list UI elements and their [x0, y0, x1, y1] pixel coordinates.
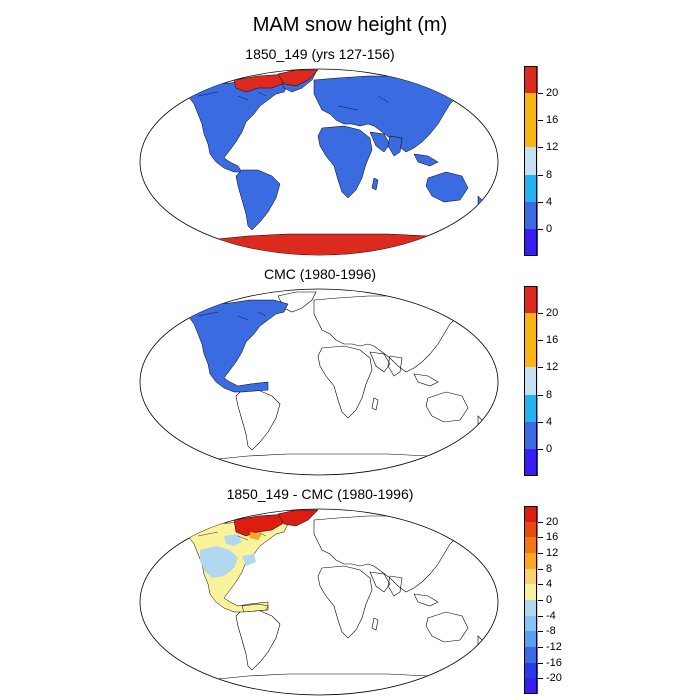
panel-title-obs: CMC (1980-1996) [263, 266, 377, 282]
colorbar-tick-label: -20 [546, 672, 562, 685]
colorbar-tick [538, 600, 543, 601]
colorbar-tick-label: 16 [546, 334, 559, 347]
colorbar-tick [538, 631, 543, 633]
colorbar-tick-label: 0 [546, 594, 553, 606]
colorbar-tick [538, 647, 543, 648]
colorbar-tick-label: 12 [546, 547, 559, 559]
map-diff-snow-height [139, 508, 499, 696]
colorbar-segment [524, 421, 538, 450]
colorbar-tick-label: 4 [546, 415, 553, 428]
colorbar-segment [524, 631, 538, 648]
colorbar-tick-label: -8 [546, 625, 556, 638]
colorbar-tick-label: 4 [546, 195, 553, 208]
colorbar-tick [538, 228, 543, 230]
colorbar-segment [524, 647, 538, 664]
colorbar-tick-label: 8 [546, 168, 553, 181]
colorbar-tick [538, 147, 543, 149]
colorbar-tick-label: 20 [546, 515, 559, 528]
colorbar-segment [524, 568, 538, 585]
colorbar-tick-label: 4 [546, 578, 553, 591]
colorbar-frame [524, 506, 537, 694]
colorbar-segment [524, 201, 538, 230]
colorbar-segment [524, 553, 538, 570]
colorbar-tick [538, 678, 543, 680]
colorbar-tick-label: 20 [546, 87, 559, 100]
colorbar-tick [538, 340, 543, 342]
colorbar-segment [524, 313, 538, 341]
map-obs-snow-height [139, 288, 499, 476]
colorbar-tick-label: 0 [546, 222, 553, 235]
colorbar-tick [538, 615, 543, 617]
colorbar-tick [538, 421, 543, 423]
colorbar-segment [524, 600, 538, 617]
colorbar-segment [524, 120, 538, 148]
colorbar-segment [524, 394, 538, 423]
colorbar-tick-label: 20 [546, 307, 559, 320]
land-snow-fill [187, 71, 485, 231]
colorbar-obs: 20 16 12 8 4 0 [524, 286, 558, 477]
colorbar-tick [538, 201, 543, 203]
map-model-snow-height [139, 68, 499, 256]
colorbar-segment [524, 537, 538, 554]
colorbar-tick [538, 394, 543, 396]
colorbar-segment [524, 228, 538, 257]
panel-title-diff: 1850_149 - CMC (1980-1996) [226, 486, 414, 502]
colorbar-tick-label: 0 [546, 442, 553, 455]
colorbar-segment [524, 93, 538, 121]
colorbar-tick [538, 93, 543, 95]
colorbar-segment [524, 662, 538, 679]
colorbar-model: 20 16 12 8 4 0 [524, 66, 558, 257]
colorbar-segment [524, 584, 538, 601]
colorbar-segment [524, 367, 538, 396]
panel-title-model: 1850_149 (yrs 127-156) [245, 46, 395, 62]
colorbar-tick [538, 568, 543, 570]
main-title: MAM snow height (m) [252, 14, 448, 36]
colorbar-tick [538, 521, 543, 523]
colorbar-segment [524, 286, 538, 314]
colorbar-tick-label: 16 [546, 114, 559, 127]
colorbar-tick [538, 174, 543, 176]
colorbar-tick-label: 8 [546, 388, 553, 401]
colorbar-tick [538, 448, 543, 450]
land-snow-fill [187, 299, 289, 393]
colorbar-tick-label: 12 [546, 141, 559, 154]
colorbar-tick [538, 584, 543, 586]
colorbar-segment [524, 506, 538, 523]
colorbar-tick-label: 8 [546, 562, 553, 575]
colorbar-tick-label: -4 [546, 609, 556, 622]
colorbar-segment [524, 147, 538, 176]
colorbar-segment [524, 521, 538, 538]
colorbar-tick [538, 537, 543, 539]
colorbar-diff: 20 16 12 8 4 0 -4 -8 -12 -16 -20 [524, 506, 562, 695]
colorbar-segment [524, 66, 538, 94]
colorbar-segment [524, 448, 538, 477]
colorbar-tick [538, 367, 543, 369]
colorbar-tick [538, 313, 543, 315]
colorbar-tick [538, 120, 543, 122]
colorbar-frame [524, 286, 537, 476]
colorbar-tick-label: -16 [546, 656, 562, 669]
colorbar-tick [538, 553, 543, 554]
colorbar-tick-label: 12 [546, 361, 559, 374]
colorbar-segment [524, 340, 538, 368]
colorbar-segment [524, 174, 538, 203]
colorbar-frame [524, 66, 537, 256]
difference-fill [187, 509, 319, 613]
colorbar-segment [524, 678, 538, 695]
colorbar-segment [524, 615, 538, 632]
colorbar-tick [538, 662, 543, 664]
colorbar-tick-label: -12 [546, 641, 562, 653]
colorbar-tick-label: 16 [546, 531, 559, 544]
